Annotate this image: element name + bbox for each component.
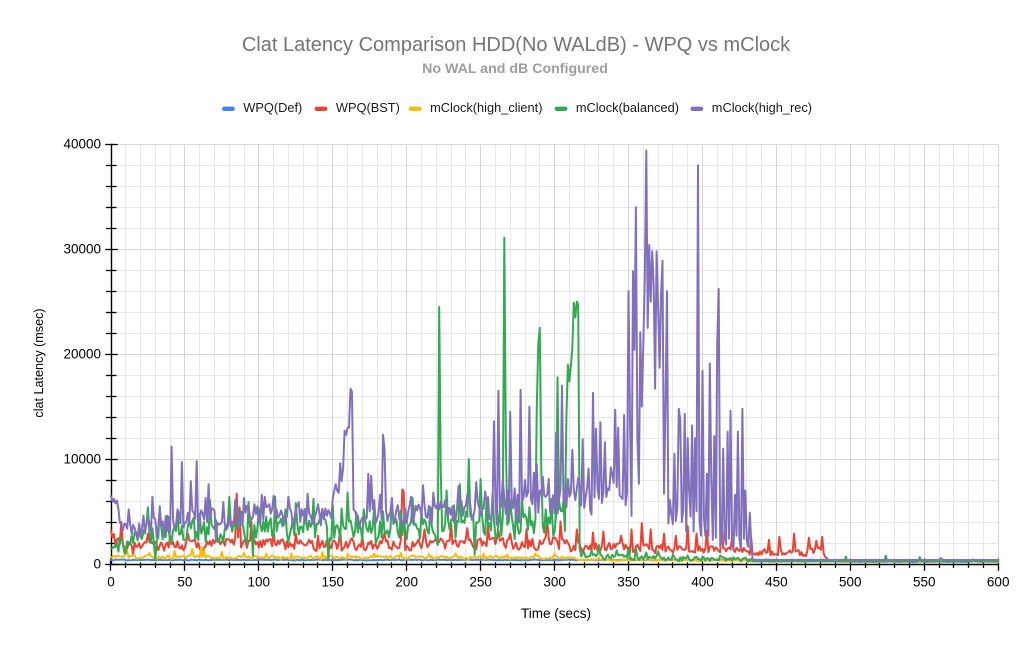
svg-text:clat Latency (msec): clat Latency (msec) xyxy=(32,308,46,417)
svg-text:300: 300 xyxy=(543,575,566,590)
svg-text:mClock(balanced): mClock(balanced) xyxy=(576,100,679,115)
svg-text:Clat Latency Comparison HDD(No: Clat Latency Comparison HDD(No WALdB) - … xyxy=(242,34,791,56)
svg-text:20000: 20000 xyxy=(63,347,101,362)
svg-text:Time (secs): Time (secs) xyxy=(521,606,591,621)
svg-text:30000: 30000 xyxy=(63,242,101,257)
svg-text:550: 550 xyxy=(913,575,936,590)
svg-text:10000: 10000 xyxy=(63,452,101,467)
svg-text:0: 0 xyxy=(107,575,115,590)
svg-text:400: 400 xyxy=(691,575,714,590)
svg-text:mClock(high_rec): mClock(high_rec) xyxy=(712,100,812,115)
svg-text:WPQ(Def): WPQ(Def) xyxy=(243,100,302,115)
svg-text:WPQ(BST): WPQ(BST) xyxy=(336,100,400,115)
svg-text:50: 50 xyxy=(177,575,192,590)
svg-text:350: 350 xyxy=(617,575,640,590)
svg-text:40000: 40000 xyxy=(63,137,101,152)
svg-text:200: 200 xyxy=(395,575,418,590)
svg-text:600: 600 xyxy=(987,575,1010,590)
svg-text:500: 500 xyxy=(839,575,862,590)
svg-text:150: 150 xyxy=(322,575,345,590)
svg-text:0: 0 xyxy=(93,557,101,572)
svg-text:No WAL and dB Configured: No WAL and dB Configured xyxy=(422,61,608,77)
svg-text:100: 100 xyxy=(248,575,271,590)
svg-text:mClock(high_client): mClock(high_client) xyxy=(430,100,542,115)
svg-text:450: 450 xyxy=(765,575,788,590)
svg-text:250: 250 xyxy=(469,575,492,590)
